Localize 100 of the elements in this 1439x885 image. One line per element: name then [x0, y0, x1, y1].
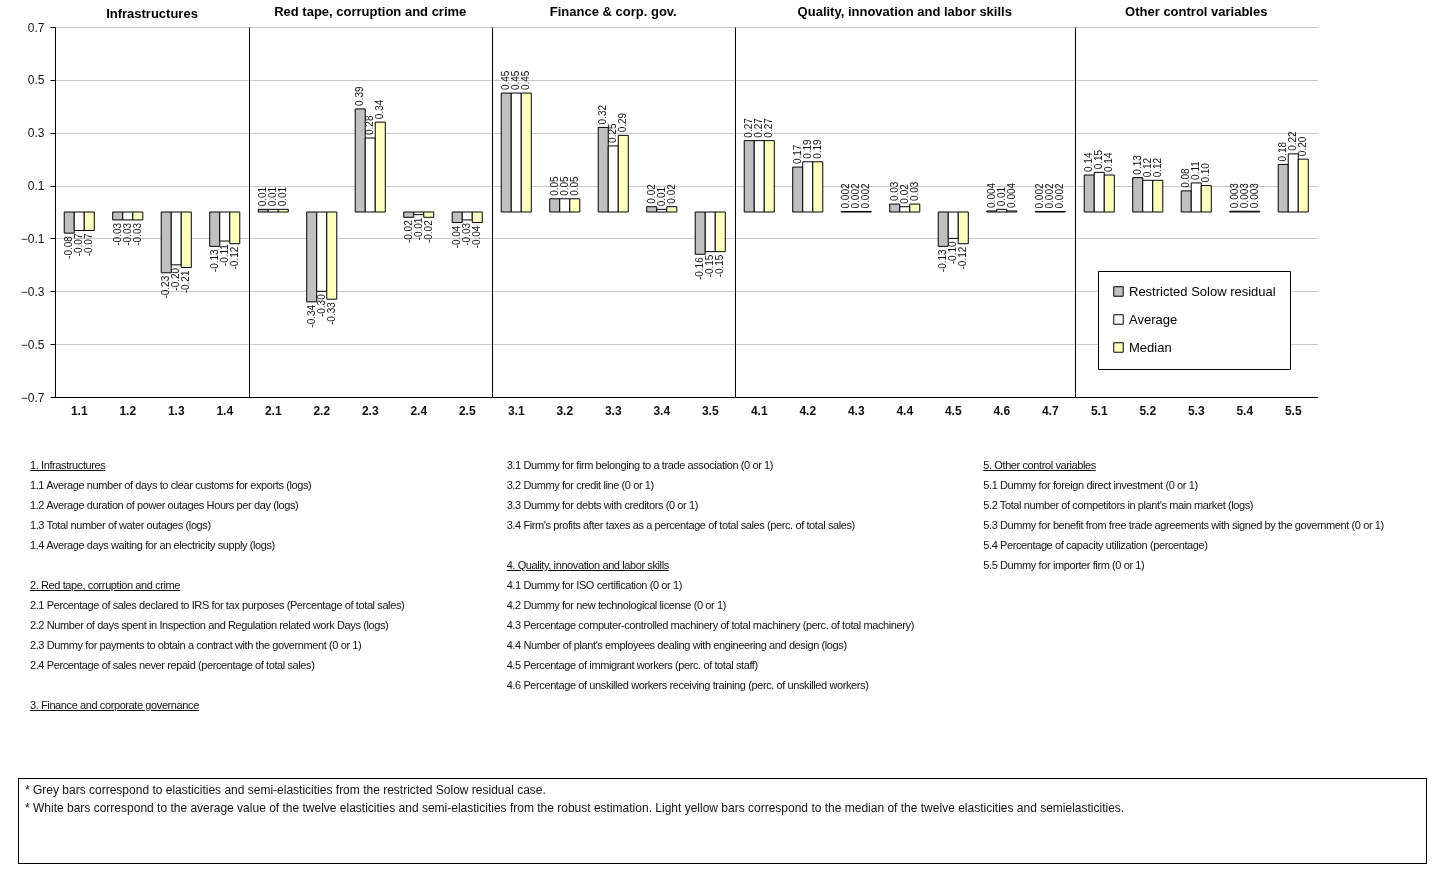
data-label: 0.03: [888, 181, 900, 202]
data-label: -0.02: [422, 219, 434, 244]
data-label: -0.03: [131, 222, 143, 246]
data-label: 0.25: [607, 123, 619, 143]
data-label: 0.10: [1200, 162, 1212, 183]
data-label: 0.03: [908, 181, 920, 202]
data-label: -0.21: [180, 270, 192, 294]
data-label: -0.03: [111, 222, 123, 246]
data-label: 0.19: [801, 138, 813, 159]
text: 3.4 Firm's profits after taxes as a percentage of total sales (perc. of total sales): [506, 518, 856, 533]
text: 1.2 Average duration of power outages Hours per day (logs): [30, 498, 300, 513]
data-label: -0.13: [208, 248, 220, 273]
x-tick-label: 4.2: [799, 403, 817, 418]
x-tick-label: 3.1: [507, 403, 525, 418]
data-label: 0.27: [763, 117, 775, 138]
data-label: 0.05: [558, 175, 570, 196]
data-label: -0.07: [83, 233, 95, 257]
data-label: -0.15: [714, 254, 726, 278]
data-label: 0.20: [1297, 136, 1309, 157]
data-label: -0.30: [315, 293, 327, 318]
data-label: 0.29: [617, 112, 629, 133]
data-label: 0.18: [1277, 141, 1289, 162]
x-tick-label: 5.1: [1090, 403, 1108, 418]
data-label: 0.17: [791, 144, 803, 165]
text: 2.1 Percentage of sales declared to IRS for tax purposes (Percentage of total sales): [30, 598, 406, 613]
data-label: 0.003: [1228, 182, 1240, 209]
data-label: 0.01: [267, 186, 279, 207]
data-label: -0.11: [218, 243, 230, 267]
data-label: 0.39: [354, 86, 366, 106]
x-tick-label: 2.2: [313, 403, 331, 418]
data-label: 0.003: [1248, 182, 1260, 209]
data-label: 0.004: [1005, 182, 1017, 208]
text: 2.2 Number of days spent in Inspection and Regulation related work Days (logs): [30, 618, 390, 633]
data-label: 0.11: [1190, 160, 1202, 180]
chart-title: Finance & corp. gov.: [549, 4, 677, 19]
data-label: 0.05: [568, 175, 580, 196]
x-tick-label: 4.3: [847, 403, 865, 418]
x-tick-label: 2.4: [410, 403, 428, 418]
data-label: -0.08: [63, 235, 75, 259]
data-label: 0.004: [985, 182, 997, 208]
data-label: 0.002: [840, 183, 852, 209]
text: 5.2 Total number of competitors in plant's main market (logs): [983, 498, 1255, 513]
data-label: 0.02: [645, 183, 657, 204]
x-tick-label: 3.2: [556, 403, 574, 418]
text: 4. Quality, innovation and labor skills: [506, 558, 670, 573]
data-label: -0.15: [704, 254, 716, 278]
y-tick-label: −0.5: [20, 337, 45, 352]
x-tick-label: 5.5: [1284, 403, 1302, 418]
legend-label: Average: [1129, 311, 1178, 327]
text: * Grey bars correspond to elasticities and semi-elasticities from the restricted Solow residual case.: [25, 782, 547, 799]
y-tick-label: 0.7: [27, 20, 45, 35]
y-tick-label: 0.1: [27, 179, 45, 194]
legend-label: Median: [1129, 339, 1172, 355]
data-label: -0.04: [471, 225, 483, 249]
x-tick-label: 4.7: [1041, 403, 1059, 418]
data-label: 0.34: [374, 99, 386, 120]
data-label: 0.14: [1083, 152, 1095, 172]
x-tick-label: 1.1: [70, 403, 88, 418]
data-label: -0.13: [937, 248, 949, 273]
data-label: -0.02: [402, 219, 414, 244]
text: 2.4 Percentage of sales never repaid (percentage of total sales): [30, 658, 316, 673]
data-label: 0.12: [1141, 157, 1153, 178]
text: 1.4 Average days waiting for an electricity supply (logs): [30, 538, 276, 553]
x-tick-label: 3.4: [653, 403, 671, 418]
x-tick-label: 1.4: [216, 403, 234, 418]
data-label: 0.002: [850, 183, 862, 209]
text: * White bars correspond to the average value of the twelve elasticities and semi-elasticities from the robust estimation. Light yellow bars correspond to the median of the twelve elasticities and semielasticities.: [25, 800, 1126, 817]
data-label: 0.27: [743, 117, 755, 138]
text: 2.3 Dummy for payments to obtain a contract with the government (0 or 1): [30, 638, 363, 653]
x-tick-label: 1.3: [167, 403, 185, 418]
x-tick-label: 4.4: [896, 403, 914, 418]
text: 4.3 Percentage computer-controlled machinery of total machinery (perc. of total machinery): [506, 618, 915, 633]
data-label: 0.15: [1093, 149, 1105, 170]
text: 5.4 Percentage of capacity utilization (percentage): [983, 538, 1209, 553]
text: 1. Infrastructures: [30, 458, 107, 473]
data-label: -0.07: [73, 233, 85, 257]
data-label: -0.12: [228, 246, 240, 270]
data-label: 0.28: [364, 115, 376, 135]
data-label: 0.002: [1054, 183, 1066, 209]
data-label: -0.16: [694, 256, 706, 281]
y-tick-label: −0.3: [20, 284, 45, 299]
y-tick-label: 0.3: [27, 126, 45, 141]
chart-title: Red tape, corruption and crime: [274, 4, 467, 19]
data-label: 0.12: [1151, 157, 1163, 178]
data-label: -0.34: [305, 304, 317, 328]
text: 4.4 Number of plant's employees dealing with engineering and design (logs): [506, 638, 848, 653]
y-tick-label: −0.1: [20, 231, 45, 246]
data-label: -0.12: [957, 246, 969, 270]
data-label: 0.01: [995, 186, 1007, 207]
x-tick-label: 3.3: [604, 403, 622, 418]
text: 5.5 Dummy for importer firm (0 or 1): [983, 558, 1146, 573]
data-label: -0.20: [170, 267, 182, 291]
text: 3.3 Dummy for debts with creditors (0 or 1): [506, 498, 699, 513]
text: 4.2 Dummy for new technological license (0 or 1): [506, 598, 727, 613]
x-tick-label: 2.3: [361, 403, 379, 418]
data-label: 0.05: [548, 175, 560, 196]
text: 1.1 Average number of days to clear customs for exports (logs): [30, 478, 313, 493]
x-tick-label: 3.5: [701, 403, 719, 418]
data-label: 0.01: [277, 186, 289, 207]
x-tick-label: 5.3: [1187, 403, 1205, 418]
